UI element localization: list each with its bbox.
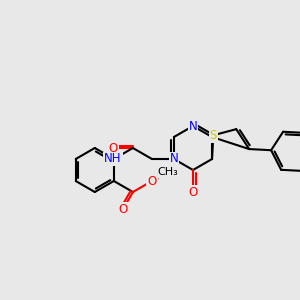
Text: O: O [188,185,198,199]
Text: N: N [169,152,178,166]
Text: O: O [118,202,127,216]
Text: O: O [147,175,157,188]
Text: S: S [210,129,217,142]
Text: CH₃: CH₃ [158,167,178,177]
Text: O: O [109,142,118,154]
Text: NH: NH [104,152,122,166]
Text: N: N [189,119,197,133]
